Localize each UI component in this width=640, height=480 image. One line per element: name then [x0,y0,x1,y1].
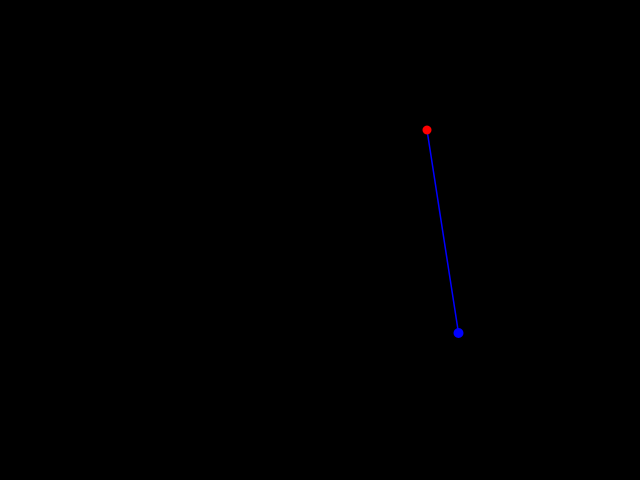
pendulum-rod [426,129,460,334]
pivot-point [422,125,432,135]
pendulum-bob [453,328,464,338]
